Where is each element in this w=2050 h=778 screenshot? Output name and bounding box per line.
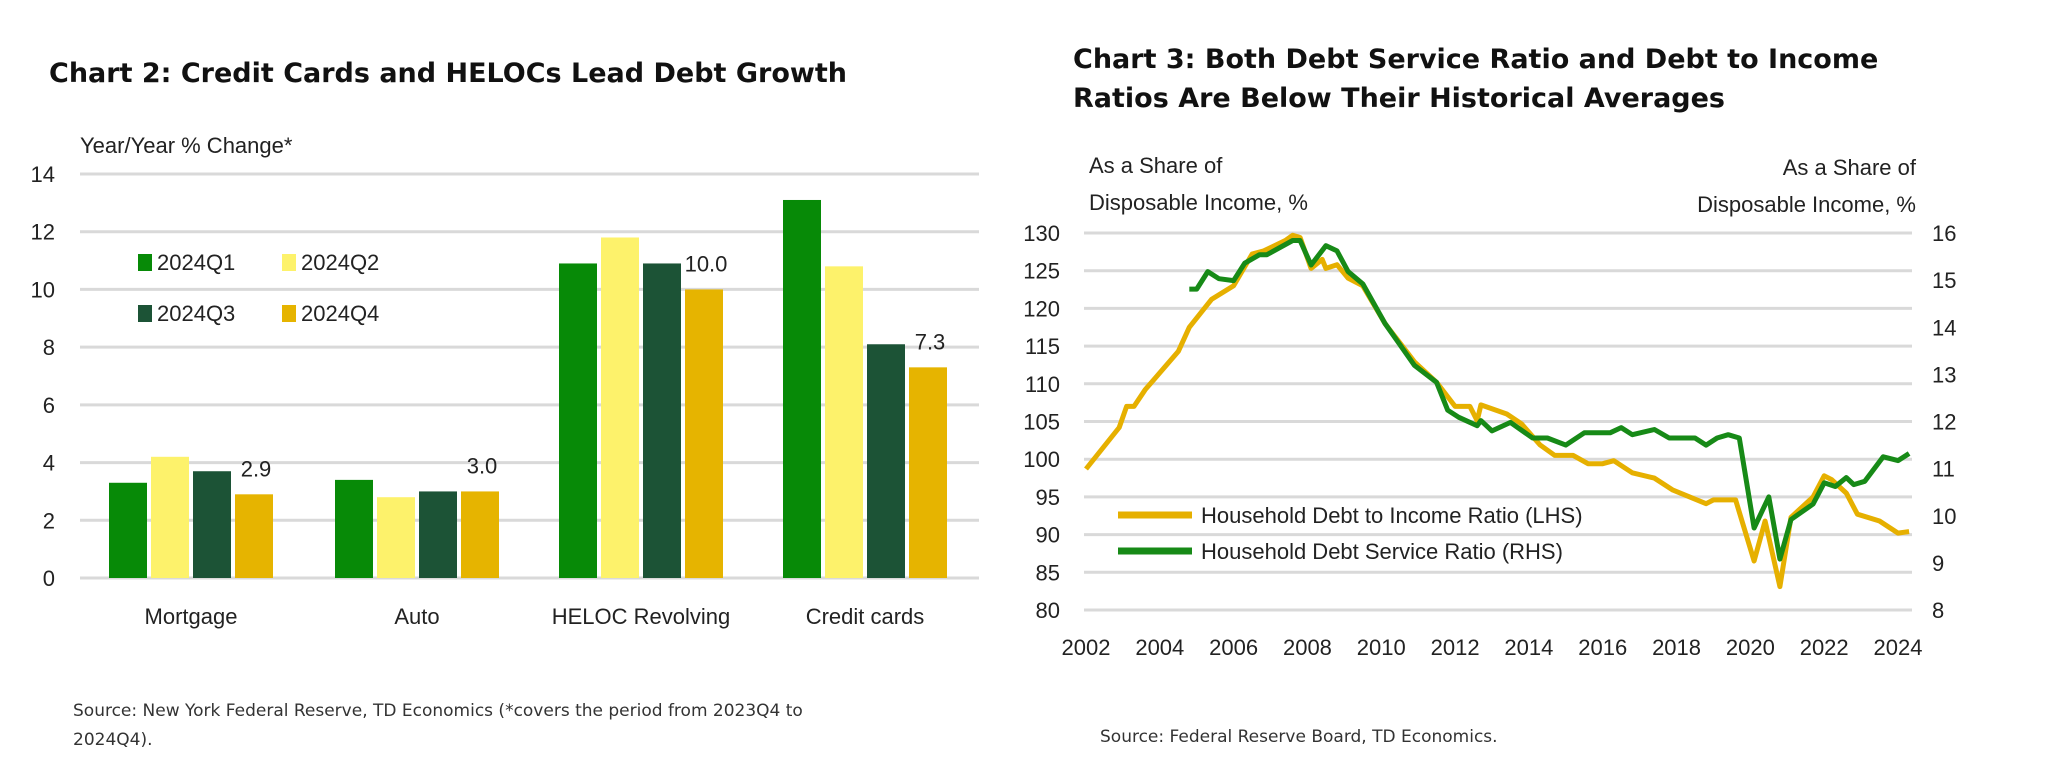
right-y-tick-label: 13 — [1932, 362, 1956, 387]
left-y-tick-label: 95 — [1036, 485, 1060, 510]
legend-swatch — [282, 254, 296, 271]
chart-2-source: Source: New York Federal Reserve, TD Eco… — [73, 701, 803, 721]
data-label: 2.9 — [241, 456, 272, 481]
left-y-tick-label: 80 — [1036, 598, 1060, 623]
legend-label: 2024Q1 — [157, 250, 235, 275]
bar-2024q1 — [559, 263, 597, 578]
x-tick-label: 2014 — [1504, 635, 1553, 660]
right-y-tick-label: 11 — [1932, 457, 1955, 482]
legend-swatch — [138, 305, 152, 322]
y-tick-label: 10 — [31, 277, 55, 302]
legend-label: 2024Q2 — [301, 250, 379, 275]
chart-2-title: Chart 2: Credit Cards and HELOCs Lead De… — [49, 58, 847, 89]
legend-label: Household Debt Service Ratio (RHS) — [1201, 539, 1563, 564]
y-tick-label: 8 — [43, 335, 55, 360]
bar-2024q3 — [867, 344, 905, 578]
y-tick-label: 6 — [43, 393, 55, 418]
x-tick-label: 2010 — [1357, 635, 1406, 660]
x-tick-label: 2004 — [1135, 635, 1184, 660]
x-tick-label: 2018 — [1652, 635, 1701, 660]
x-category-label: HELOC Revolving — [552, 604, 731, 629]
bar-2024q3 — [193, 471, 231, 578]
bar-2024q2 — [601, 237, 639, 578]
left-y-tick-label: 130 — [1023, 221, 1060, 246]
left-y-tick-label: 120 — [1023, 296, 1060, 321]
chart-3-title-line2: Ratios Are Below Their Historical Averag… — [1073, 83, 1725, 114]
right-y-tick-label: 14 — [1932, 315, 1956, 340]
bar-2024q1 — [783, 199, 821, 578]
x-tick-label: 2012 — [1431, 635, 1480, 660]
x-tick-label: 2002 — [1062, 635, 1111, 660]
bar-2024q3 — [643, 263, 681, 578]
bar-2024q2 — [377, 497, 415, 578]
series-line-debt-service — [1189, 238, 1911, 562]
left-y-tick-label: 115 — [1025, 334, 1060, 359]
legend-label: 2024Q3 — [157, 301, 235, 326]
x-category-label: Mortgage — [145, 604, 238, 629]
legend-swatch — [282, 305, 296, 322]
chart-3-right-axis-title-line1: As a Share of — [1783, 155, 1917, 180]
chart-3-left-axis-title-line1: As a Share of — [1089, 153, 1223, 178]
left-y-tick-label: 110 — [1025, 372, 1060, 397]
left-y-tick-label: 85 — [1036, 560, 1060, 585]
left-y-tick-label: 125 — [1023, 259, 1060, 284]
bar-2024q3 — [419, 491, 457, 578]
bar-2024q4 — [685, 289, 723, 578]
right-y-tick-label: 15 — [1932, 268, 1956, 293]
right-y-tick-label: 9 — [1932, 551, 1944, 576]
x-tick-label: 2006 — [1209, 635, 1258, 660]
y-tick-label: 0 — [43, 566, 55, 591]
bar-2024q4 — [461, 491, 499, 578]
bar-2024q4 — [235, 494, 273, 578]
chart-2: Chart 2: Credit Cards and HELOCs Lead De… — [31, 58, 979, 750]
left-y-tick-label: 105 — [1023, 410, 1060, 435]
left-y-tick-label: 100 — [1023, 447, 1060, 472]
chart-3-title: Chart 3: Both Debt Service Ratio and Deb… — [1073, 44, 1878, 75]
legend-swatch — [138, 254, 152, 271]
y-tick-label: 4 — [43, 451, 55, 476]
x-tick-label: 2024 — [1874, 635, 1923, 660]
chart-2-y-axis-title: Year/Year % Change* — [80, 133, 293, 158]
data-label: 10.0 — [685, 251, 728, 276]
legend-label: 2024Q4 — [301, 301, 379, 326]
bar-2024q2 — [151, 456, 189, 578]
x-tick-label: 2020 — [1726, 635, 1775, 660]
legend-label: Household Debt to Income Ratio (LHS) — [1201, 503, 1583, 528]
chart-3: Chart 3: Both Debt Service Ratio and Deb… — [1023, 44, 1956, 747]
data-label: 7.3 — [915, 329, 946, 354]
x-tick-label: 2008 — [1283, 635, 1332, 660]
bar-2024q2 — [825, 266, 863, 578]
y-tick-label: 2 — [43, 508, 55, 533]
x-category-label: Auto — [394, 604, 439, 629]
x-tick-label: 2016 — [1578, 635, 1627, 660]
right-y-tick-label: 8 — [1932, 598, 1944, 623]
chart-3-source: Source: Federal Reserve Board, TD Econom… — [1100, 727, 1498, 747]
right-y-tick-label: 16 — [1932, 221, 1956, 246]
chart-2-source-line2: 2024Q4). — [73, 730, 153, 750]
chart-3-right-axis-title-line2: Disposable Income, % — [1697, 192, 1916, 217]
y-tick-label: 14 — [31, 162, 55, 187]
left-y-tick-label: 90 — [1036, 523, 1060, 548]
y-tick-label: 12 — [31, 220, 55, 245]
x-category-label: Credit cards — [806, 604, 925, 629]
right-y-tick-label: 12 — [1932, 410, 1956, 435]
data-label: 3.0 — [467, 453, 498, 478]
bar-2024q1 — [335, 479, 373, 578]
chart-3-left-axis-title-line2: Disposable Income, % — [1089, 190, 1308, 215]
right-y-tick-label: 10 — [1932, 504, 1956, 529]
bar-2024q1 — [109, 482, 147, 578]
x-tick-label: 2022 — [1800, 635, 1849, 660]
bar-2024q4 — [909, 367, 947, 578]
